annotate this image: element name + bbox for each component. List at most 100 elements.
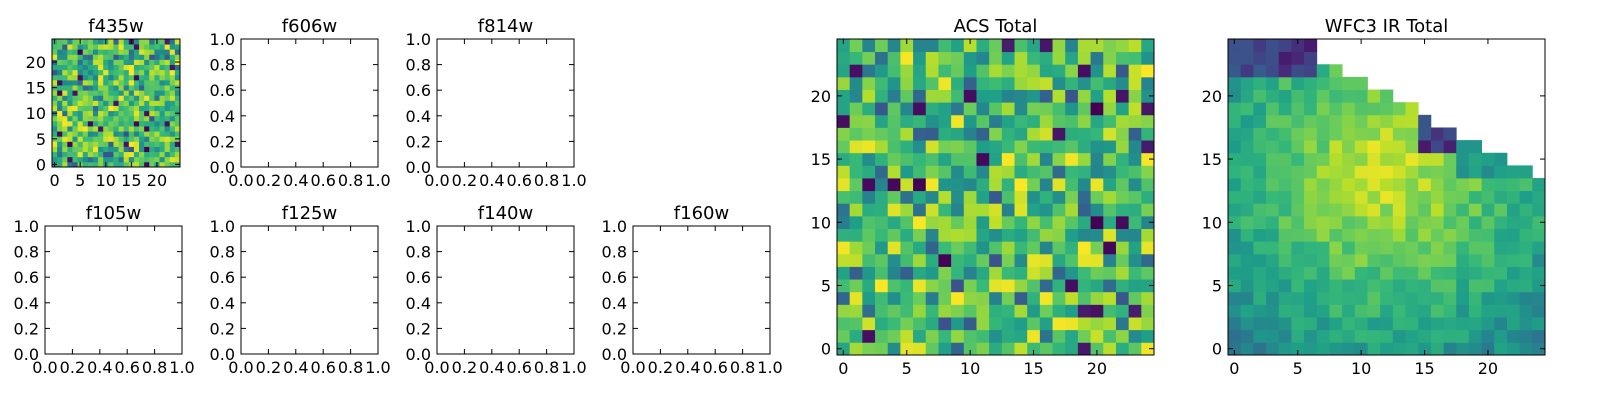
heatmap-cell xyxy=(1278,102,1292,116)
heatmap-cell xyxy=(169,126,176,132)
heatmap-cell xyxy=(1240,266,1254,280)
heatmap-cell xyxy=(77,136,84,142)
heatmap-cell xyxy=(900,51,914,65)
x-tick-label: 10 xyxy=(96,171,116,190)
heatmap-cell xyxy=(1456,165,1470,179)
heatmap-cell xyxy=(1430,228,1444,242)
heatmap-cell xyxy=(1240,114,1254,128)
y-tick-label: 0.4 xyxy=(602,294,627,313)
heatmap-cell xyxy=(1090,266,1104,280)
heatmap-cell xyxy=(1039,51,1053,65)
heatmap-cell xyxy=(103,74,109,81)
heatmap-cell xyxy=(1240,228,1254,242)
heatmap-cell xyxy=(174,115,181,122)
x-tick-label: 15 xyxy=(1023,359,1043,378)
heatmap-cell xyxy=(1052,127,1066,141)
heatmap-cell xyxy=(1077,228,1091,242)
heatmap-cell xyxy=(108,151,114,158)
heatmap-cell xyxy=(72,54,78,60)
heatmap-cell xyxy=(1052,114,1066,128)
heatmap-cell xyxy=(1443,317,1457,331)
heatmap-cell xyxy=(1354,291,1368,305)
heatmap-cell xyxy=(128,85,135,91)
y-tick-label: 20 xyxy=(811,87,831,106)
heatmap-cell xyxy=(82,44,89,50)
heatmap-cell xyxy=(1380,127,1394,141)
heatmap-cell xyxy=(925,291,939,305)
heatmap-cell xyxy=(1456,215,1470,229)
heatmap-cell xyxy=(1519,178,1533,192)
heatmap-cell xyxy=(887,228,901,242)
heatmap-cell xyxy=(1354,76,1368,90)
heatmap-cell xyxy=(1001,317,1015,331)
heatmap-cell xyxy=(875,203,889,217)
heatmap-cell xyxy=(1481,317,1495,331)
heatmap-cell xyxy=(1367,152,1381,166)
heatmap-cell xyxy=(1468,152,1482,166)
heatmap-cell xyxy=(139,110,145,117)
heatmap-cell xyxy=(849,39,863,53)
heatmap-cell xyxy=(1103,253,1117,267)
heatmap-cell xyxy=(1103,304,1117,318)
heatmap-cell xyxy=(123,141,130,147)
heatmap-cell xyxy=(118,110,125,117)
heatmap-cell xyxy=(875,165,889,179)
heatmap-cell xyxy=(1240,76,1254,90)
heatmap-cell xyxy=(1014,152,1028,166)
heatmap-cell xyxy=(963,291,977,305)
heatmap-cell xyxy=(123,115,130,122)
heatmap-cell xyxy=(1065,241,1079,255)
heatmap-cell xyxy=(118,156,125,163)
heatmap-cell xyxy=(1367,114,1381,128)
heatmap-cell xyxy=(113,74,119,81)
heatmap-cell xyxy=(169,131,176,137)
heatmap-cell xyxy=(875,51,889,65)
heatmap-cell xyxy=(1519,291,1533,305)
heatmap-cell xyxy=(77,105,84,112)
heatmap-cell xyxy=(67,39,73,45)
heatmap-cell xyxy=(1014,190,1028,204)
heatmap-cell xyxy=(92,74,99,81)
heatmap-cell xyxy=(52,79,58,86)
heatmap-cell xyxy=(87,49,94,55)
heatmap-cell xyxy=(1418,215,1432,229)
heatmap-cell xyxy=(1278,203,1292,217)
heatmap-cell xyxy=(1380,203,1394,217)
heatmap-cell xyxy=(67,141,73,147)
heatmap-cell xyxy=(1027,152,1041,166)
heatmap-cell xyxy=(1077,329,1091,343)
heatmap-cell xyxy=(67,126,73,132)
heatmap-cell xyxy=(52,126,58,132)
heatmap-cell xyxy=(1329,64,1343,78)
heatmap-cell xyxy=(1405,279,1419,293)
heatmap-cell xyxy=(144,156,150,163)
heatmap-cell xyxy=(925,329,939,343)
heatmap-cell xyxy=(139,49,145,55)
heatmap-cell xyxy=(976,76,990,90)
heatmap-cell xyxy=(1342,253,1356,267)
heatmap-cell xyxy=(1304,152,1318,166)
heatmap-cell xyxy=(133,146,140,153)
heatmap-cell xyxy=(938,329,952,343)
heatmap-cell xyxy=(67,100,73,106)
subplot-title: f125w xyxy=(282,203,337,224)
heatmap-cell xyxy=(98,54,104,60)
heatmap-cell xyxy=(92,69,99,76)
heatmap-cell xyxy=(67,151,73,158)
heatmap-cell xyxy=(1278,39,1292,53)
heatmap-cell xyxy=(1128,114,1142,128)
heatmap-cell xyxy=(875,114,889,128)
heatmap-cell xyxy=(52,95,58,101)
heatmap-cell xyxy=(118,59,125,65)
heatmap-cell xyxy=(1077,102,1091,116)
heatmap-cell xyxy=(154,79,160,86)
heatmap-cell xyxy=(1342,114,1356,128)
heatmap-cell xyxy=(87,95,94,101)
heatmap-cell xyxy=(144,120,150,127)
heatmap-cell xyxy=(1316,190,1330,204)
heatmap-cell xyxy=(1456,253,1470,267)
heatmap-cell xyxy=(1430,317,1444,331)
heatmap-cell xyxy=(67,136,73,142)
x-tick-label: 0.6 xyxy=(310,358,335,377)
heatmap-cell xyxy=(837,89,851,103)
